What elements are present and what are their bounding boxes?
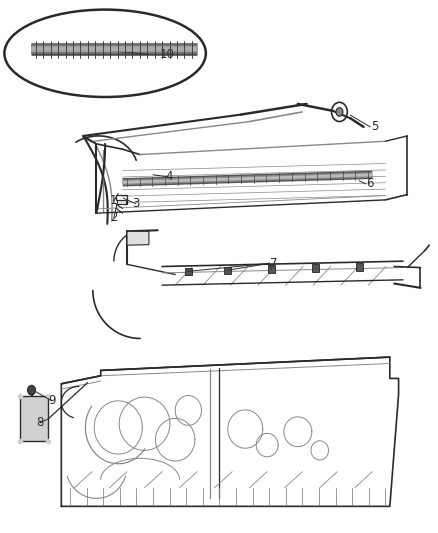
- Text: 1: 1: [110, 195, 118, 207]
- Bar: [20, 396, 48, 441]
- Bar: [312, 264, 319, 272]
- Circle shape: [336, 108, 343, 116]
- Text: 4: 4: [165, 171, 173, 183]
- Text: 5: 5: [371, 120, 378, 133]
- Text: 3: 3: [132, 197, 139, 210]
- Text: 9: 9: [48, 394, 56, 407]
- Bar: [224, 266, 231, 274]
- Circle shape: [28, 385, 35, 395]
- Text: 10: 10: [160, 48, 175, 61]
- Bar: [268, 265, 275, 273]
- Bar: [185, 268, 192, 275]
- Text: 7: 7: [270, 257, 278, 270]
- Text: 2: 2: [110, 211, 118, 224]
- Text: 8: 8: [37, 416, 44, 429]
- Polygon shape: [127, 231, 149, 245]
- Polygon shape: [117, 200, 126, 204]
- Bar: [356, 263, 363, 271]
- Text: 6: 6: [366, 177, 374, 190]
